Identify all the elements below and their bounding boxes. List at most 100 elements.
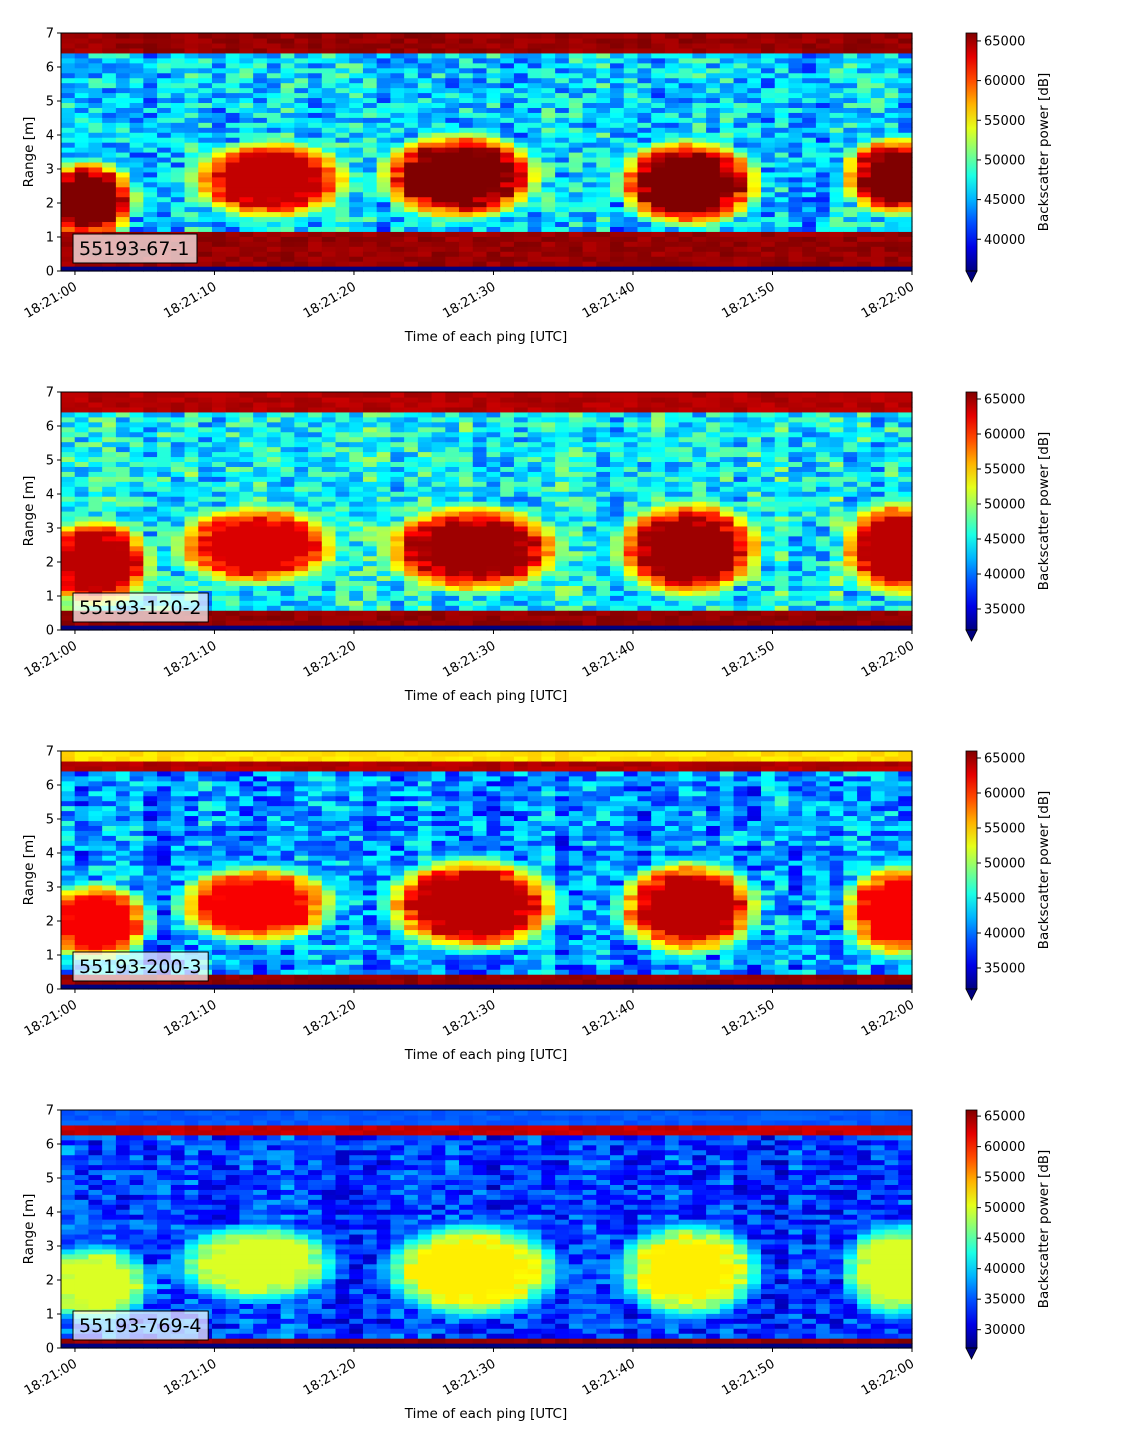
heatmap-cell [115, 456, 131, 463]
heatmap-cell [253, 246, 268, 252]
heatmap-cell [898, 92, 913, 99]
heatmap-cell [884, 161, 899, 168]
heatmap-cell [500, 201, 515, 208]
heatmap-cell [596, 102, 611, 108]
heatmap-cell [239, 580, 254, 586]
heatmap-cell [706, 127, 721, 133]
heatmap-cell [829, 142, 844, 148]
heatmap-cell [555, 615, 570, 621]
heatmap-cell [500, 436, 515, 443]
heatmap-cell [582, 47, 597, 54]
heatmap-cell [157, 436, 172, 443]
heatmap-cell [157, 481, 172, 487]
heatmap-cell [170, 456, 186, 463]
heatmap-cell [459, 77, 474, 84]
heatmap-cell [884, 33, 899, 39]
heatmap-cell [500, 226, 515, 232]
heatmap-cell [266, 147, 282, 153]
heatmap-cell [253, 590, 268, 596]
heatmap-cell [582, 201, 597, 208]
heatmap-cell [719, 127, 735, 133]
heatmap-cell [445, 52, 460, 59]
heatmap-cell [596, 62, 611, 69]
heatmap-cell [184, 216, 199, 223]
heatmap-cell [445, 161, 460, 168]
heatmap-cell [651, 196, 666, 203]
heatmap-cell [445, 550, 460, 557]
heatmap-cell [294, 152, 309, 158]
heatmap-cell [568, 226, 584, 232]
heatmap-cell [308, 610, 323, 616]
heatmap-cell [211, 575, 227, 582]
heatmap-cell [198, 585, 213, 591]
heatmap-cell [184, 540, 199, 547]
heatmap-cell [239, 33, 254, 39]
heatmap-cell [225, 211, 241, 218]
heatmap-cell [349, 206, 364, 213]
heatmap-cell [239, 132, 254, 138]
heatmap-cell [74, 585, 90, 591]
heatmap-cell [225, 530, 241, 537]
heatmap-cell [513, 127, 529, 133]
heatmap-cell [527, 610, 543, 616]
heatmap-cell [129, 161, 144, 168]
heatmap-cell [486, 431, 501, 438]
heatmap-cell [362, 92, 378, 99]
heatmap-cell [472, 152, 488, 158]
heatmap-cell [198, 161, 213, 168]
heatmap-cell [170, 431, 186, 438]
heatmap-cell [280, 466, 295, 472]
heatmap-cell [88, 550, 103, 557]
heatmap-cell [610, 610, 625, 616]
heatmap-cell [568, 610, 584, 616]
heatmap-cell [115, 33, 131, 39]
heatmap-cell [280, 132, 295, 138]
heatmap-cell [486, 520, 501, 527]
heatmap-cell [362, 52, 378, 59]
heatmap-cell [184, 491, 199, 497]
heatmap-cell [376, 595, 392, 601]
heatmap-cell [500, 550, 515, 557]
heatmap-cell [459, 97, 474, 104]
heatmap-cell [582, 137, 597, 143]
heatmap-cell [774, 161, 790, 168]
heatmap-cell [280, 156, 295, 163]
heatmap-cell [88, 515, 103, 522]
heatmap-cell [500, 411, 515, 418]
heatmap-cell [362, 416, 378, 423]
heatmap-cell [623, 97, 639, 104]
heatmap-cell [239, 62, 254, 69]
heatmap-cell [431, 166, 446, 173]
heatmap-cell [308, 471, 323, 477]
heatmap-cell [431, 211, 446, 218]
heatmap-cell [321, 590, 337, 596]
heatmap-cell [74, 216, 90, 223]
heatmap-cell [857, 186, 872, 193]
heatmap-cell [294, 156, 309, 163]
heatmap-cell [445, 236, 460, 242]
heatmap-cell [541, 456, 556, 463]
heatmap-cell [211, 176, 227, 183]
heatmap-cell [390, 625, 405, 631]
heatmap-cell [513, 466, 529, 472]
heatmap-cell [486, 226, 501, 232]
heatmap-cell [239, 117, 254, 123]
heatmap-cell [815, 47, 831, 54]
heatmap-cell [788, 142, 803, 148]
heatmap-cell [623, 211, 639, 218]
heatmap-cell [486, 441, 501, 448]
heatmap-cell [129, 486, 144, 492]
heatmap-cell [280, 426, 295, 433]
heatmap-cell [225, 595, 241, 601]
heatmap-cell [239, 436, 254, 443]
heatmap-cell [170, 147, 186, 153]
heatmap-cell [349, 625, 364, 631]
heatmap-cell [431, 585, 446, 591]
heatmap-cell [664, 97, 680, 104]
heatmap-cell [376, 491, 392, 497]
heatmap-cell [706, 142, 721, 148]
heatmap-cell [623, 107, 639, 113]
heatmap-cell [225, 251, 241, 257]
heatmap-cell [170, 42, 186, 49]
